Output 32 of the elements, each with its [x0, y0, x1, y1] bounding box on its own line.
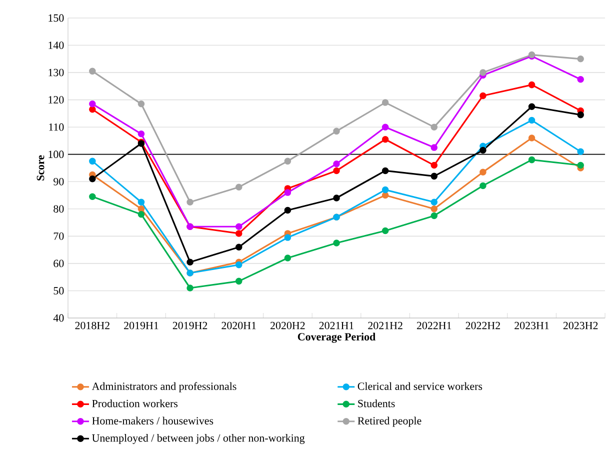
x-tick-label: 2019H1 — [124, 322, 158, 330]
y-tick-label: 80 — [54, 205, 64, 213]
y-tick-label: 70 — [54, 232, 64, 240]
legend-label: Production workers — [92, 400, 178, 408]
y-tick-label: 150 — [48, 14, 64, 22]
legend-label: Clerical and service workers — [358, 382, 482, 390]
y-tick-label: 50 — [54, 287, 64, 294]
x-tick-label: 2020H2 — [270, 322, 305, 330]
y-tick-label: 110 — [49, 123, 64, 131]
y-axis-title: Score — [36, 155, 44, 180]
legend-label: Retired people — [358, 416, 422, 427]
x-tick-label: 2019H2 — [172, 322, 208, 330]
x-tick-label: 2023H1 — [514, 322, 549, 330]
y-tick-label: 130 — [48, 68, 64, 76]
legend-label: Home-makers / housewives — [92, 416, 214, 424]
x-tick-label: 2022H2 — [466, 322, 500, 330]
x-tick-label: 2023H2 — [563, 322, 598, 330]
y-tick-label: 40 — [53, 314, 64, 322]
x-tick-label: 2020H1 — [222, 322, 256, 330]
y-tick-label: 140 — [48, 42, 64, 49]
x-tick-label: 2021H1 — [319, 322, 354, 330]
x-tick-label: 2021H2 — [368, 322, 402, 330]
y-tick-label: 60 — [54, 260, 64, 268]
y-tick-label: 90 — [54, 178, 64, 186]
legend-label: Students — [358, 400, 395, 408]
legend-label: Unemployed / between jobs / other non-working — [92, 434, 305, 444]
y-tick-label: 120 — [48, 96, 64, 104]
legend-label: Administrators and professionals — [92, 382, 236, 392]
x-tick-label: 2022H1 — [416, 322, 452, 330]
y-tick-label: 100 — [48, 150, 64, 158]
x-tick-label: 2018H2 — [75, 322, 110, 330]
x-axis-title: Coverage Period — [298, 332, 376, 343]
